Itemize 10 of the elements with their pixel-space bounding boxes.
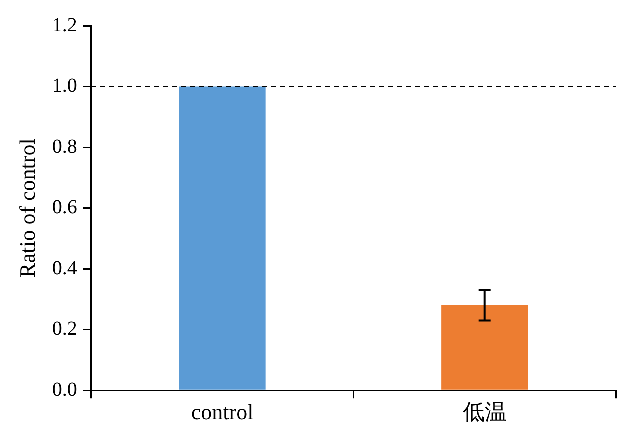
y-tick-label: 0.2 [52, 318, 78, 340]
x-tick-label: control [191, 400, 254, 425]
y-tick-label: 0.4 [52, 257, 78, 280]
y-tick-label: 0.6 [52, 196, 78, 219]
y-tick-label: 0.8 [52, 136, 78, 158]
y-tick-label: 0.0 [52, 378, 78, 401]
x-tick-label: 低温 [462, 400, 507, 425]
y-tick-label: 1.0 [52, 75, 78, 98]
y-tick-label: 1.2 [52, 14, 78, 36]
y-axis-title: Ratio of control [14, 138, 40, 278]
